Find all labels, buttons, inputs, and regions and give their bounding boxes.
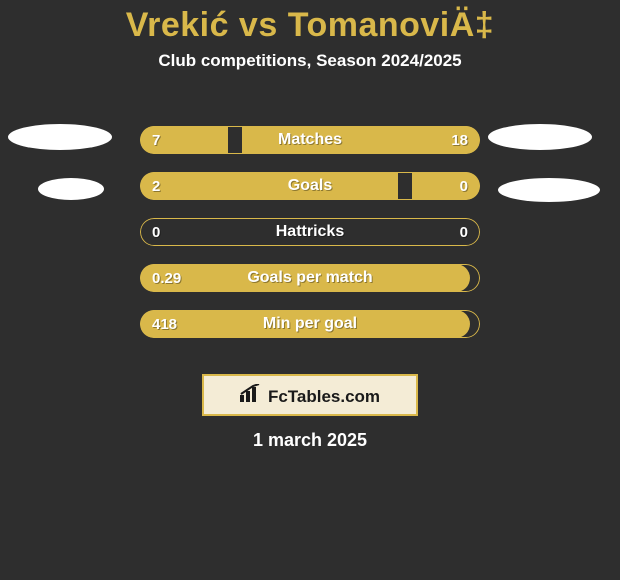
page-subtitle: Club competitions, Season 2024/2025 — [0, 51, 620, 71]
brand-text: FcTables.com — [268, 387, 380, 407]
brand-box[interactable]: FcTables.com — [202, 374, 418, 416]
stat-label: Goals — [140, 172, 480, 200]
brand-bars-icon — [240, 384, 262, 402]
stat-label: Matches — [140, 126, 480, 154]
stat-row: 20Goals — [140, 172, 480, 200]
stat-row: 718Matches — [140, 126, 480, 154]
left-player-badge — [8, 124, 112, 150]
stat-label: Goals per match — [140, 264, 480, 292]
page-root: Vrekić vs TomanoviÄ‡ Club competitions, … — [0, 0, 620, 580]
comparison-rows: 718Matches 20Goals 00Hattricks 0.29Goals pe… — [140, 126, 480, 356]
stat-row: 0.29Goals per match — [140, 264, 480, 292]
right-player-badge — [488, 124, 592, 150]
right-player-badge — [498, 178, 600, 202]
stat-label: Min per goal — [140, 310, 480, 338]
left-player-badge — [38, 178, 104, 200]
stats-area: 718Matches 20Goals 00Hattricks 0.29Goals pe… — [0, 126, 620, 366]
stat-label: Hattricks — [140, 218, 480, 246]
stat-row: 00Hattricks — [140, 218, 480, 246]
stat-row: 418Min per goal — [140, 310, 480, 338]
footer-date: 1 march 2025 — [0, 430, 620, 451]
page-title: Vrekić vs TomanoviÄ‡ — [0, 0, 620, 45]
